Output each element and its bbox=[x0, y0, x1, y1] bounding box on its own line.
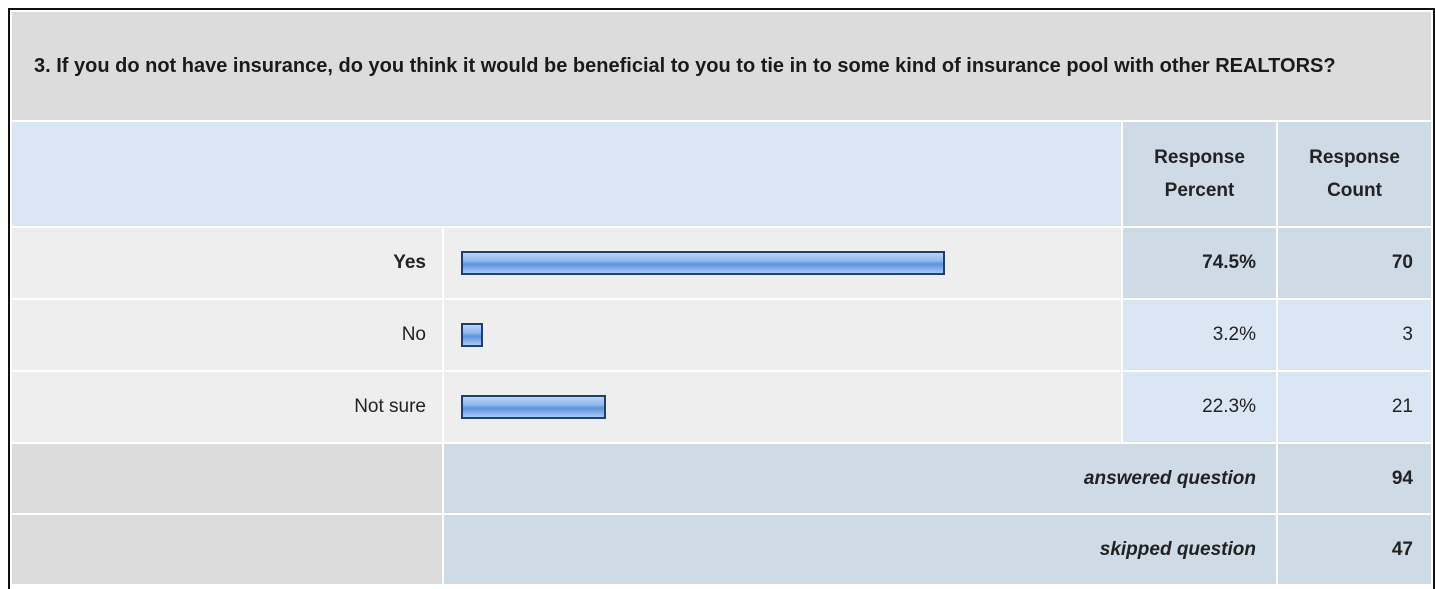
summary-row-answered: answered question 94 bbox=[12, 444, 1431, 513]
bar-cell bbox=[444, 228, 1121, 298]
header-percent-line2: Percent bbox=[1164, 180, 1235, 201]
column-header-response-percent: Response Percent bbox=[1123, 122, 1276, 226]
header-count-line1: Response bbox=[1309, 147, 1400, 168]
answered-question-label: answered question bbox=[444, 444, 1276, 513]
answer-row-no: No 3.2% 3 bbox=[12, 300, 1431, 370]
response-percent: 74.5% bbox=[1123, 228, 1276, 298]
bar-cell bbox=[444, 300, 1121, 370]
survey-question-panel: 3. If you do not have insurance, do you … bbox=[8, 8, 1435, 589]
response-count: 21 bbox=[1278, 372, 1431, 442]
response-bar bbox=[461, 251, 945, 275]
header-percent-line1: Response bbox=[1154, 147, 1245, 168]
response-percent: 3.2% bbox=[1123, 300, 1276, 370]
summary-row-skipped: skipped question 47 bbox=[12, 515, 1431, 584]
answer-label: Not sure bbox=[12, 372, 442, 442]
response-percent: 22.3% bbox=[1123, 372, 1276, 442]
skipped-question-label: skipped question bbox=[444, 515, 1276, 584]
summary-spacer bbox=[12, 444, 442, 513]
answer-row-yes: Yes 74.5% 70 bbox=[12, 228, 1431, 298]
column-header-response-count: Response Count bbox=[1278, 122, 1431, 226]
results-table: 3. If you do not have insurance, do you … bbox=[10, 10, 1433, 586]
header-spacer bbox=[12, 122, 1121, 226]
response-bar bbox=[461, 395, 606, 419]
answered-question-value: 94 bbox=[1278, 444, 1431, 513]
response-bar bbox=[461, 323, 483, 347]
question-title: 3. If you do not have insurance, do you … bbox=[12, 12, 1431, 120]
answer-label: No bbox=[12, 300, 442, 370]
answer-row-not-sure: Not sure 22.3% 21 bbox=[12, 372, 1431, 442]
skipped-question-value: 47 bbox=[1278, 515, 1431, 584]
response-count: 70 bbox=[1278, 228, 1431, 298]
response-count: 3 bbox=[1278, 300, 1431, 370]
summary-spacer bbox=[12, 515, 442, 584]
bar-cell bbox=[444, 372, 1121, 442]
header-count-line2: Count bbox=[1327, 180, 1382, 201]
answer-label: Yes bbox=[12, 228, 442, 298]
